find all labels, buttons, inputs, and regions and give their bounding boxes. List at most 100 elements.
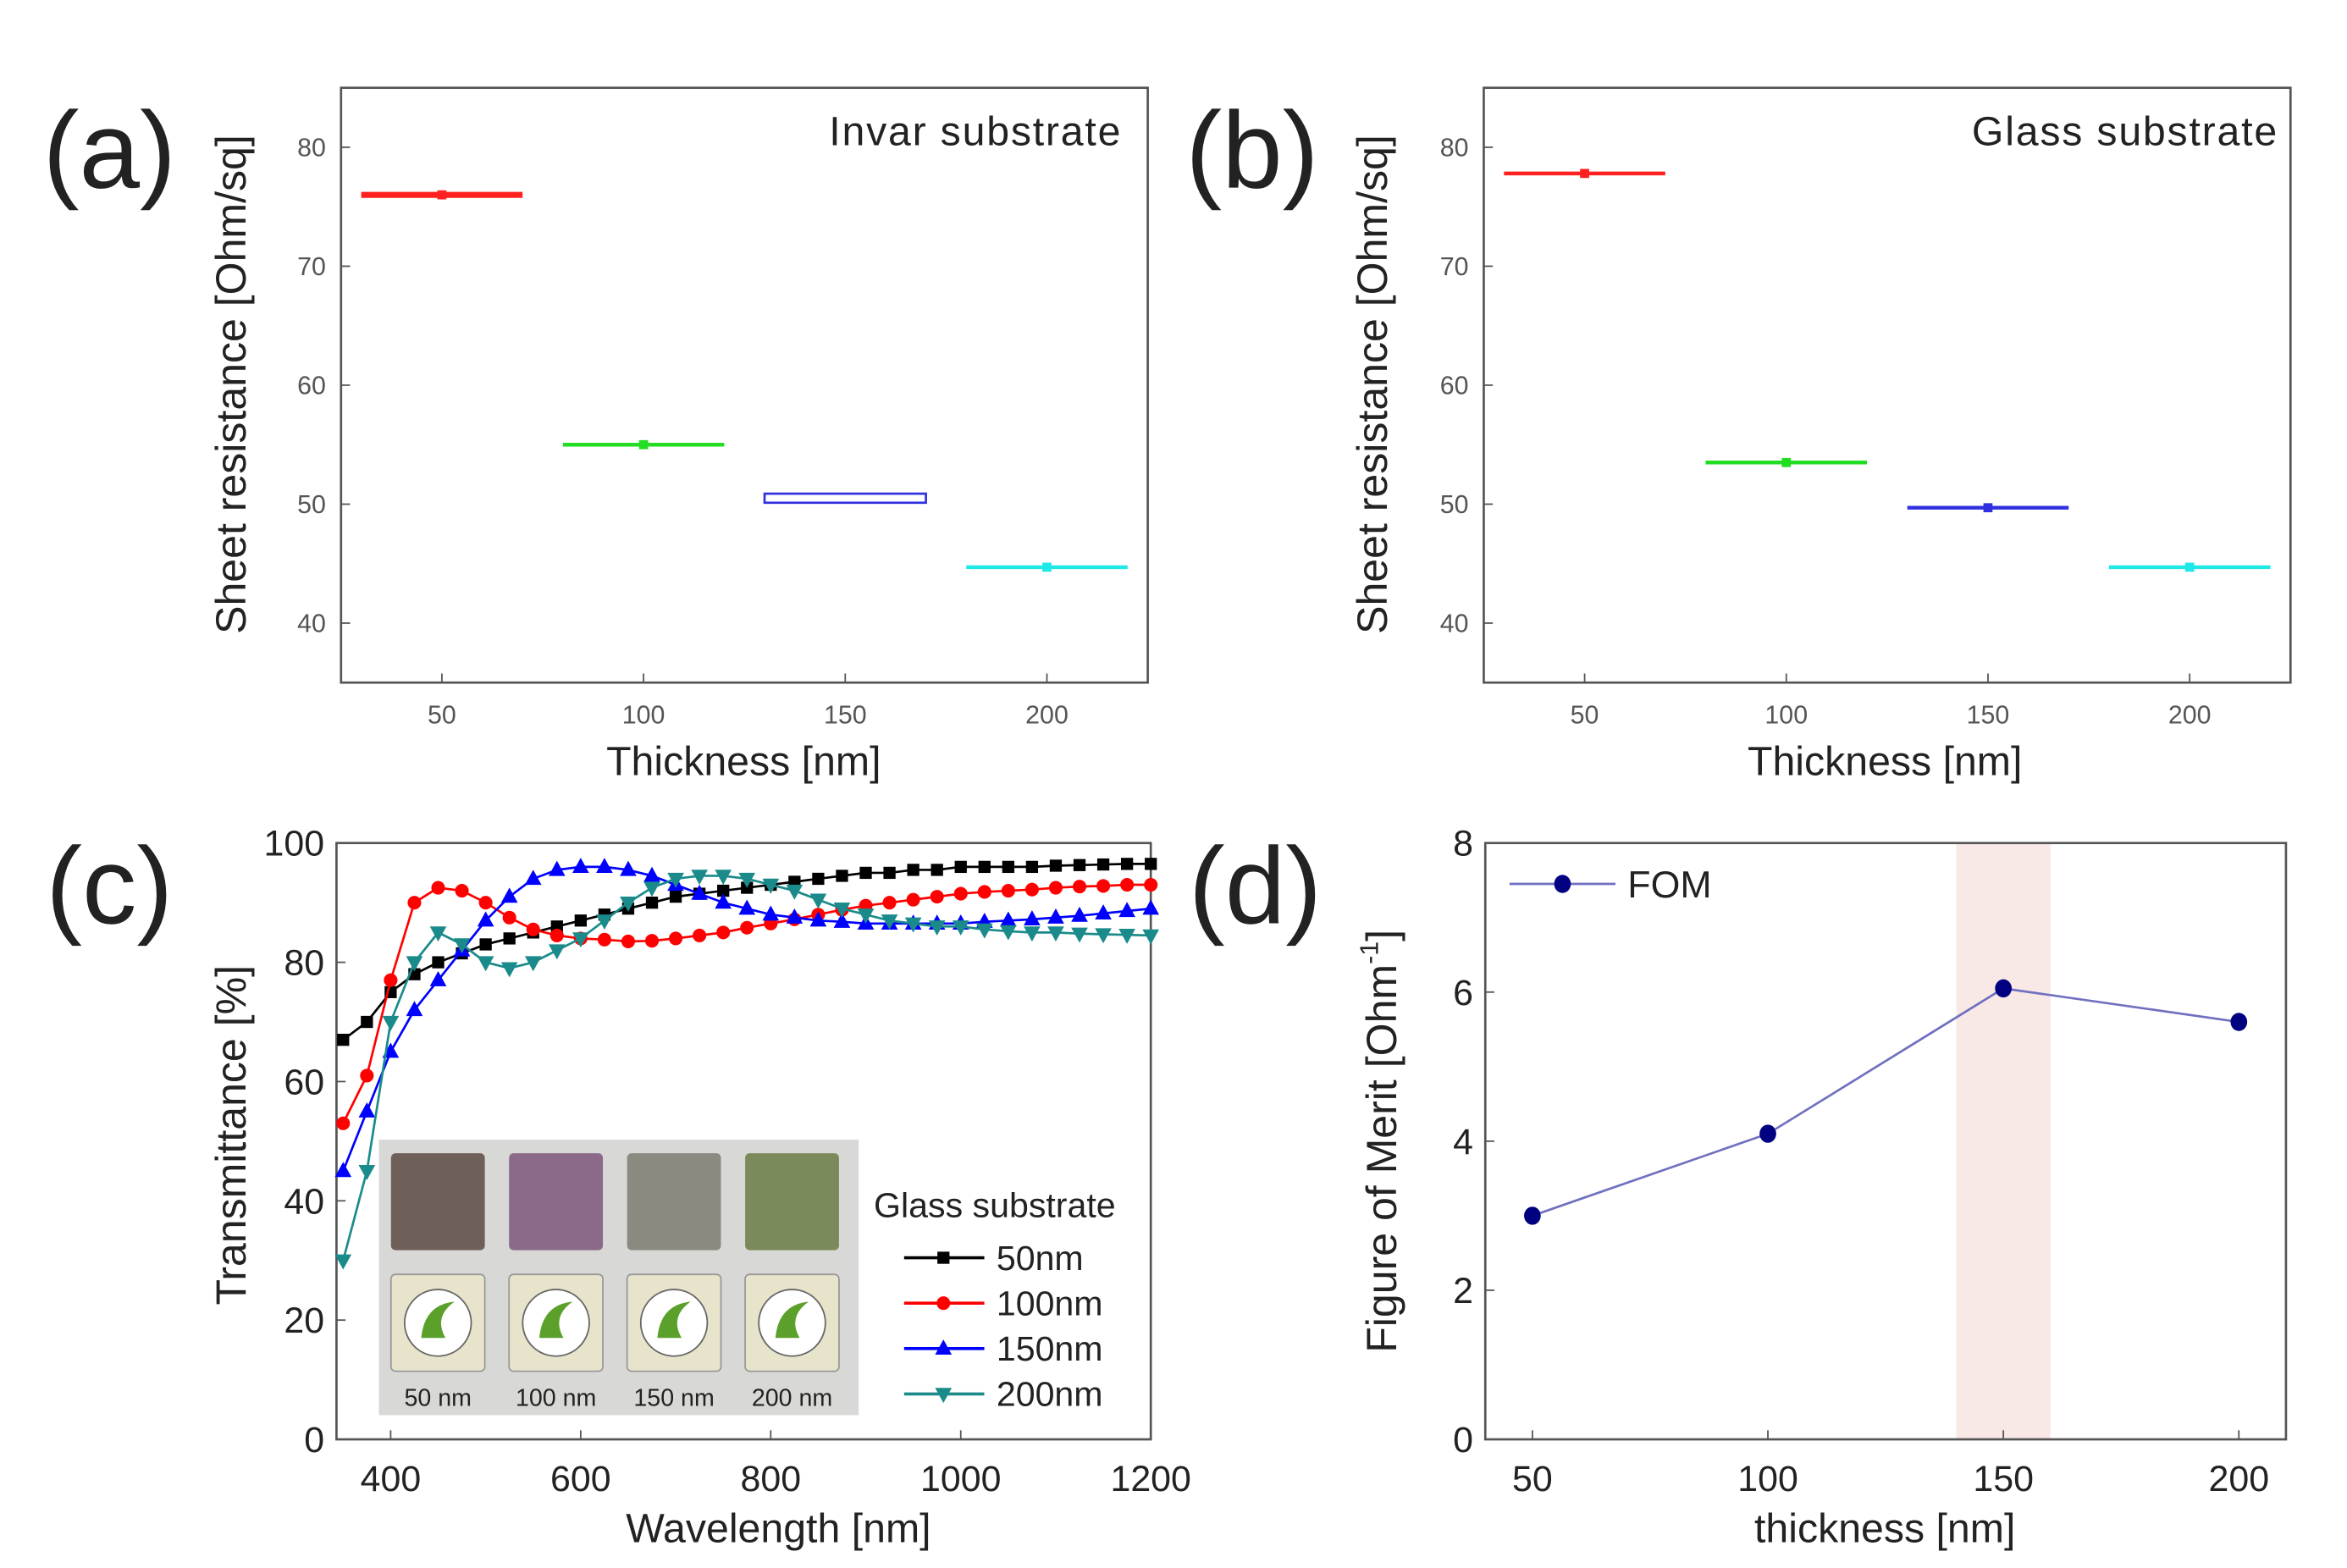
data-point-50nm — [1120, 858, 1134, 870]
data-point-100nm — [549, 928, 564, 942]
data-point-100nm — [693, 928, 707, 942]
x-tick-label: 600 — [550, 1459, 611, 1499]
data-point-200nm — [1118, 929, 1135, 944]
data-point-100nm — [455, 884, 469, 898]
data-point — [763, 492, 927, 505]
y-tick-label: 80 — [1440, 134, 1469, 163]
xlabel-a: Thickness [nm] — [606, 738, 881, 784]
y-tick-label: 100 — [264, 824, 325, 864]
data-point-200nm — [691, 870, 708, 886]
film-sample-photo — [390, 1153, 485, 1251]
data-point-100nm — [502, 910, 516, 925]
x-tick-label: 150 — [1967, 700, 2010, 729]
x-tick-label: 150 — [1973, 1459, 2034, 1499]
panel-label-c: (c) — [46, 825, 173, 947]
legend-marker-150nm — [935, 1339, 953, 1355]
data-point-100nm — [431, 881, 445, 895]
data-point-150nm — [1024, 910, 1041, 926]
y-tick-label: 6 — [1453, 973, 1473, 1013]
data-point-150nm — [833, 912, 851, 928]
y-tick-label: 40 — [297, 610, 326, 638]
ylabel-d: Figure of Merit [Ohm-1] — [1355, 930, 1405, 1353]
xlabel-d: thickness [nm] — [1754, 1506, 2015, 1552]
panel-label-d: (d) — [1189, 825, 1322, 947]
data-point-50nm — [479, 938, 492, 951]
legend-marker-50nm — [937, 1251, 950, 1264]
legend-label-50nm: 50nm — [997, 1239, 1084, 1278]
y-tick-label: 40 — [284, 1181, 324, 1222]
data-point-100nm — [407, 896, 422, 910]
data-point-50nm — [1073, 859, 1086, 871]
x-tick-label: 200 — [2168, 700, 2212, 729]
data-point-100nm — [336, 1116, 351, 1130]
data-point-50nm — [503, 932, 516, 945]
data-point-200nm — [596, 914, 613, 930]
data-point-50nm — [717, 884, 730, 897]
data-point-200nm — [904, 917, 922, 933]
data-point-100nm — [953, 886, 968, 901]
data-point-150nm — [738, 899, 756, 915]
x-tick-label: 50 — [428, 700, 456, 729]
legend-marker-FOM — [1554, 875, 1571, 893]
y-tick-label: 60 — [284, 1062, 324, 1102]
legend-label-150nm: 150nm — [997, 1329, 1103, 1368]
data-point — [1983, 503, 1993, 513]
legend-marker-200nm — [935, 1388, 953, 1404]
data-point-200nm — [406, 956, 423, 972]
series-line-FOM — [1532, 987, 2239, 1217]
data-point-150nm — [1118, 902, 1135, 918]
ylabel-a: Sheet resistance [Ohm/sq] — [207, 135, 255, 634]
ylabel-c: Transmittance [%] — [207, 965, 255, 1305]
annotation-b: Glass substrate — [1972, 109, 2278, 155]
data-point-150nm — [762, 905, 780, 921]
x-tick-label: 100 — [622, 700, 665, 729]
y-tick-label: 60 — [297, 372, 326, 400]
data-point-200nm — [1095, 928, 1112, 944]
logo-leaf-icon — [775, 1301, 809, 1339]
data-point-150nm — [334, 1162, 352, 1178]
data-point — [638, 439, 649, 450]
data-point-200nm — [334, 1254, 352, 1270]
data-point-100nm — [526, 922, 540, 936]
x-tick-label: 100 — [1737, 1459, 1798, 1499]
annotation-a: Invar substrate — [829, 109, 1122, 155]
data-point-150nm — [406, 1001, 423, 1017]
data-point-FOM — [1995, 979, 2012, 998]
data-point-50nm — [907, 864, 919, 876]
data-point-200nm — [809, 893, 827, 909]
data-point-100nm — [977, 885, 991, 899]
y-tick-label: 70 — [297, 252, 326, 281]
data-point-200nm — [524, 956, 542, 972]
data-point-50nm — [836, 870, 848, 882]
data-point-100nm — [930, 890, 944, 904]
data-point-200nm — [928, 920, 946, 936]
inset-label: 100 nm — [516, 1385, 596, 1412]
data-point-150nm — [548, 860, 566, 876]
y-tick-label: 0 — [1453, 1420, 1473, 1460]
data-point-200nm — [667, 872, 684, 888]
data-point-150nm — [786, 908, 804, 924]
data-point-200nm — [786, 884, 804, 900]
ylabel-b: Sheet resistance [Ohm/sq] — [1349, 135, 1396, 634]
inset-label: 150 nm — [633, 1385, 714, 1412]
data-point-200nm — [762, 878, 780, 894]
data-point-100nm — [1001, 884, 1015, 898]
data-point-150nm — [596, 858, 613, 874]
y-tick-label: 40 — [1440, 610, 1469, 638]
data-point-100nm — [1144, 877, 1158, 892]
logo-leaf-icon — [538, 1301, 573, 1339]
data-point-150nm — [524, 870, 542, 886]
y-tick-label: 80 — [284, 943, 324, 984]
y-tick-label: 60 — [1440, 372, 1469, 400]
x-tick-label: 200 — [1025, 700, 1069, 729]
logo-leaf-icon — [421, 1301, 455, 1339]
data-point — [437, 190, 447, 200]
data-point-200nm — [881, 914, 898, 930]
data-point-200nm — [738, 872, 756, 888]
data-point-100nm — [1072, 880, 1087, 894]
panel-d: (d) thickness [nm] Figure of Merit [Ohm-… — [1189, 824, 2288, 1552]
data-point-150nm — [572, 858, 589, 874]
data-point-200nm — [548, 944, 566, 960]
data-point-50nm — [1096, 858, 1110, 871]
